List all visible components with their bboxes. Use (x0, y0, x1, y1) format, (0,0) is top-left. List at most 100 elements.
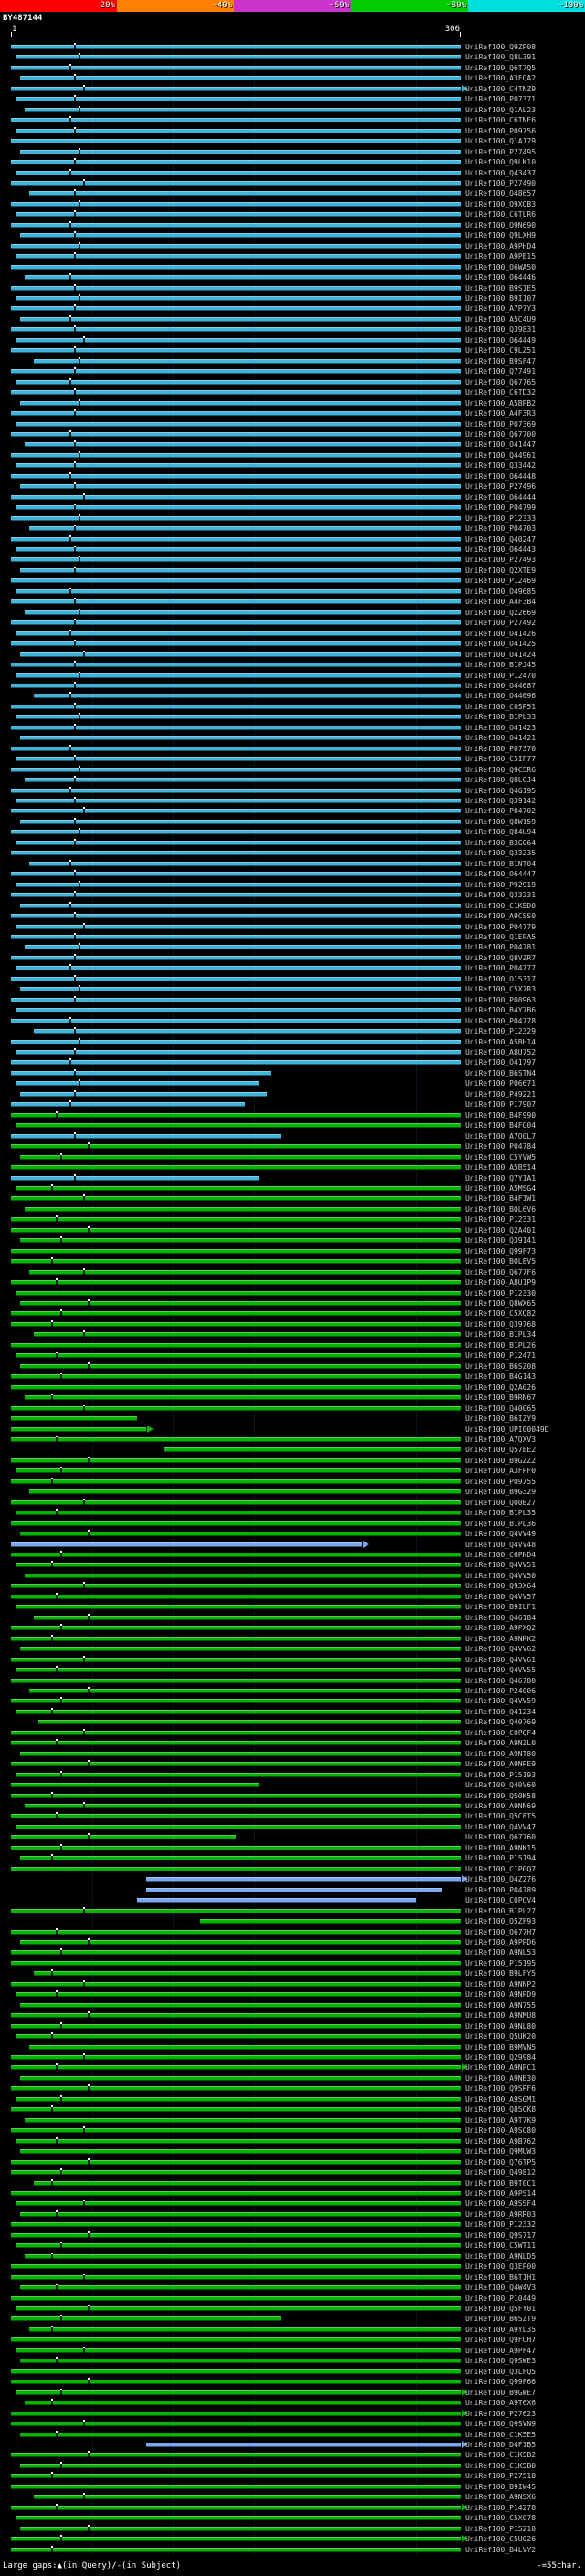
hit-bar[interactable] (24, 1206, 461, 1212)
hit-label[interactable]: UniRef100_A9NRK2 (465, 1634, 537, 1643)
hit-bar[interactable] (11, 1908, 461, 1913)
hit-bar[interactable] (11, 1144, 461, 1150)
hit-label[interactable]: UniRef100_C5U026 (465, 2535, 537, 2544)
hit-label[interactable]: UniRef100_P09755 (465, 1477, 537, 1486)
hit-label[interactable]: UniRef100_A9NB30 (465, 2073, 537, 2083)
hit-label[interactable]: UniRef100_Q00B27 (465, 1498, 537, 1507)
hit-bar[interactable] (11, 1594, 461, 1599)
hit-bar[interactable] (11, 1960, 461, 1966)
hit-label[interactable]: UniRef100_B9MVN5 (465, 2042, 537, 2051)
hit-label[interactable]: UniRef100_A9PXQ2 (465, 1624, 537, 1633)
hit-label[interactable]: UniRef100_P12471 (465, 1352, 537, 1361)
hit-bar[interactable] (11, 473, 461, 479)
hit-label[interactable]: UniRef100_O41797 (465, 1058, 537, 1067)
hit-label[interactable]: UniRef100_O64449 (465, 335, 537, 345)
hit-bar[interactable] (15, 1008, 461, 1013)
hit-label[interactable]: UniRef100_C1K5B2 (465, 2451, 537, 2460)
hit-bar[interactable] (15, 296, 461, 301)
hit-label[interactable]: UniRef100_Q40065 (465, 1404, 537, 1413)
hit-label[interactable]: UniRef100_Q4VV50 (465, 1571, 537, 1580)
hit-bar[interactable] (15, 128, 461, 133)
hit-label[interactable]: UniRef100_O64446 (465, 273, 537, 282)
hit-label[interactable]: UniRef100_A9NL53 (465, 1948, 537, 1957)
hit-bar[interactable] (11, 704, 461, 709)
hit-label[interactable]: UniRef100_P09756 (465, 126, 537, 135)
hit-label[interactable]: UniRef100_B4LVY2 (465, 2545, 537, 2554)
hit-bar[interactable] (145, 1887, 443, 1892)
hit-bar[interactable] (19, 400, 461, 406)
hit-bar[interactable] (15, 547, 461, 552)
hit-label[interactable]: UniRef100_Q4Z276 (465, 1875, 537, 1884)
hit-label[interactable]: UniRef100_Q4G195 (465, 786, 537, 795)
hit-bar[interactable] (19, 1363, 461, 1369)
hit-bar[interactable] (11, 1626, 461, 1631)
hit-label[interactable]: UniRef100_B9GZZ2 (465, 1456, 537, 1465)
hit-bar[interactable] (11, 2453, 461, 2458)
hit-label[interactable]: UniRef100_Q40247 (465, 535, 537, 544)
hit-bar[interactable] (11, 1730, 461, 1735)
hit-label[interactable]: UniRef100_A5C4U9 (465, 314, 537, 323)
hit-bar[interactable] (11, 893, 461, 898)
hit-label[interactable]: UniRef100_C0SP51 (465, 702, 537, 711)
hit-label[interactable]: UniRef100_A9T7K9 (465, 2115, 537, 2125)
hit-label[interactable]: UniRef100_P27623 (465, 2409, 537, 2418)
hit-bar[interactable] (15, 2390, 461, 2395)
hit-bar[interactable] (11, 914, 461, 919)
hit-bar[interactable] (11, 494, 461, 500)
hit-label[interactable]: UniRef100_P15195 (465, 1958, 537, 1967)
hit-label[interactable]: UniRef100_A9CSS0 (465, 912, 537, 921)
hit-bar[interactable] (145, 2442, 461, 2447)
hit-label[interactable]: UniRef100_A9B762 (465, 2136, 537, 2146)
hit-bar[interactable] (11, 1542, 362, 1547)
hit-bar[interactable] (11, 997, 461, 1002)
hit-label[interactable]: UniRef100_C5IF77 (465, 755, 537, 764)
hit-label[interactable]: UniRef100_A5BPB2 (465, 398, 537, 408)
hit-bar[interactable] (19, 2432, 461, 2437)
hit-label[interactable]: UniRef100_P92919 (465, 880, 537, 889)
hit-label[interactable]: UniRef100_B9S1E5 (465, 283, 537, 292)
hit-label[interactable]: UniRef100_Q99F73 (465, 1246, 537, 1256)
hit-label[interactable]: UniRef100_O41425 (465, 640, 537, 649)
hit-bar[interactable] (145, 1877, 461, 1882)
hit-label[interactable]: UniRef100_Q9LXH9 (465, 231, 537, 240)
hit-label[interactable]: UniRef100_Q33231 (465, 891, 537, 900)
hit-label[interactable]: UniRef100_Q9SVN9 (465, 2420, 537, 2429)
hit-bar[interactable] (11, 2013, 461, 2019)
hit-bar[interactable] (11, 746, 461, 751)
hit-bar[interactable] (164, 1447, 461, 1453)
hit-label[interactable]: UniRef100_C6TD32 (465, 388, 537, 398)
hit-label[interactable]: UniRef100_P07370 (465, 744, 537, 753)
hit-label[interactable]: UniRef100_Q4VV55 (465, 1666, 537, 1675)
hit-bar[interactable] (15, 799, 461, 803)
hit-bar[interactable] (11, 1699, 461, 1704)
hit-label[interactable]: UniRef100_Q4VV57 (465, 1592, 537, 1601)
hit-bar[interactable] (11, 201, 461, 207)
hit-bar[interactable] (19, 987, 461, 992)
hit-bar[interactable] (24, 2401, 461, 2406)
hit-bar[interactable] (24, 1804, 461, 1808)
hit-label[interactable]: UniRef100_P14278 (465, 2503, 537, 2512)
hit-bar[interactable] (15, 1123, 461, 1129)
hit-label[interactable]: UniRef100_A9PS14 (465, 2189, 537, 2198)
hit-label[interactable]: UniRef100_Q4VV49 (465, 1530, 537, 1539)
hit-label[interactable]: UniRef100_O15317 (465, 974, 537, 983)
hit-label[interactable]: UniRef100_UPI00049D (465, 1425, 549, 1434)
hit-label[interactable]: UniRef100_Q9ZP08 (465, 43, 537, 51)
hit-bar[interactable] (15, 2201, 461, 2207)
hit-bar[interactable] (11, 1416, 137, 1422)
hit-label[interactable]: UniRef100_A9PHD4 (465, 241, 537, 250)
hit-bar[interactable] (11, 452, 461, 458)
hit-bar[interactable] (11, 2159, 461, 2165)
hit-label[interactable]: UniRef100_B4F1W1 (465, 1194, 537, 1203)
hit-label[interactable]: UniRef100_A9N755 (465, 2000, 537, 2009)
hit-label[interactable]: UniRef100_Q4VV47 (465, 1822, 537, 1831)
hit-bar[interactable] (15, 2516, 461, 2521)
hit-label[interactable]: UniRef100_B9ILF1 (465, 1603, 537, 1612)
hit-bar[interactable] (19, 2526, 461, 2531)
hit-label[interactable]: UniRef100_A9NN69 (465, 1802, 537, 1810)
hit-label[interactable]: UniRef100_Q33235 (465, 849, 537, 858)
hit-label[interactable]: UniRef100_P10449 (465, 2294, 537, 2303)
hit-bar[interactable] (15, 212, 461, 217)
hit-bar[interactable] (11, 2055, 461, 2060)
hit-label[interactable]: UniRef100_Q84U94 (465, 828, 537, 837)
